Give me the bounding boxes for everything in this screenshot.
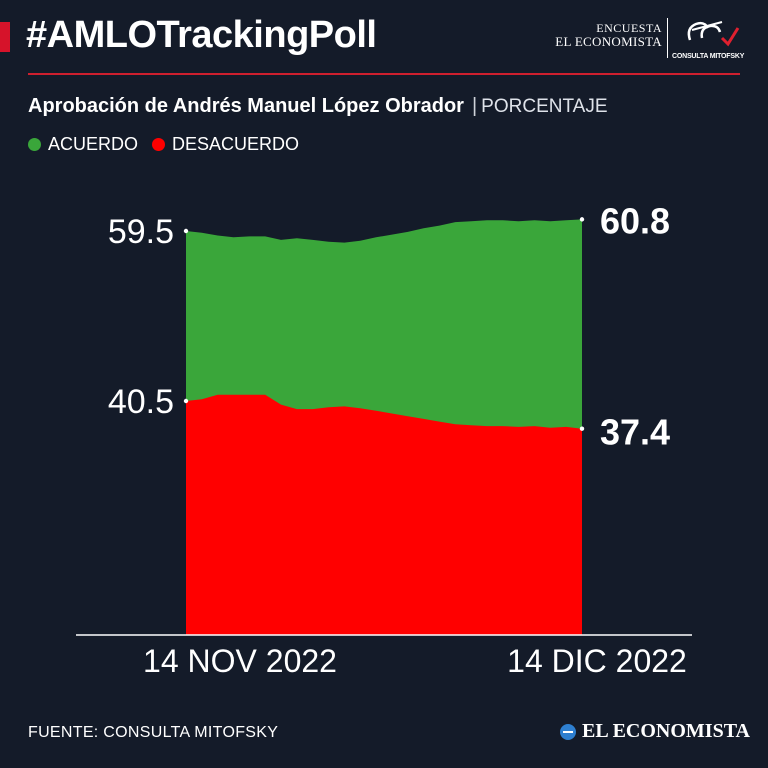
footer-brand-label: EL ECONOMISTA: [582, 720, 750, 742]
brand-separator: [667, 18, 668, 58]
economista-logo-icon: [560, 723, 576, 740]
x-tick-end: 14 DIC 2022: [507, 643, 687, 679]
x-tick-start: 14 NOV 2022: [143, 643, 337, 679]
legend-item-desacuerdo: DESACUERDO: [152, 134, 299, 155]
label-desacuerdo-start: 40.5: [108, 383, 174, 421]
legend-item-acuerdo: ACUERDO: [28, 134, 138, 155]
brand-line1: ENCUESTA: [596, 21, 662, 35]
header-rule: [28, 73, 740, 75]
area-desacuerdo: [186, 394, 582, 635]
brand-text: ENCUESTA EL ECONOMISTA: [555, 22, 662, 48]
mitofsky-logo: CONSULTA MITOFSKY: [672, 16, 745, 60]
footer-brand: EL ECONOMISTA: [560, 720, 750, 743]
legend-label-desacuerdo: DESACUERDO: [172, 134, 300, 154]
chart-subtitle: Aprobación de Andrés Manuel López Obrado…: [28, 95, 608, 118]
subtitle-separator: |: [471, 95, 478, 117]
headline-title: #AMLOTrackingPoll: [26, 14, 377, 56]
brand-block: ENCUESTA EL ECONOMISTA CONSULTA MITOFSKY: [548, 16, 744, 60]
legend-dot-acuerdo: [28, 138, 41, 151]
accent-bar: [0, 22, 10, 52]
marker-acuerdo-end: [579, 217, 585, 222]
label-desacuerdo-end: 37.4: [600, 412, 670, 453]
label-acuerdo-end: 60.8: [600, 200, 670, 241]
brand-line2: EL ECONOMISTA: [555, 33, 662, 49]
footer-source: FUENTE: CONSULTA MITOFSKY: [28, 724, 279, 741]
marker-desacuerdo-end: [579, 426, 585, 431]
legend-label-acuerdo: ACUERDO: [48, 134, 139, 154]
subtitle-main: Aprobación de Andrés Manuel López Obrado…: [28, 95, 464, 117]
legend-dot-desacuerdo: [152, 138, 166, 151]
mitofsky-logo-icon: [687, 21, 740, 47]
chart-legend: ACUERDO DESACUERDO: [28, 134, 313, 155]
mitofsky-logo-caption: CONSULTA MITOFSKY: [672, 53, 745, 60]
marker-desacuerdo-start: [183, 398, 189, 404]
label-acuerdo-start: 59.5: [108, 213, 174, 251]
marker-acuerdo-start: [183, 228, 189, 234]
subtitle-unit: PORCENTAJE: [481, 96, 608, 117]
